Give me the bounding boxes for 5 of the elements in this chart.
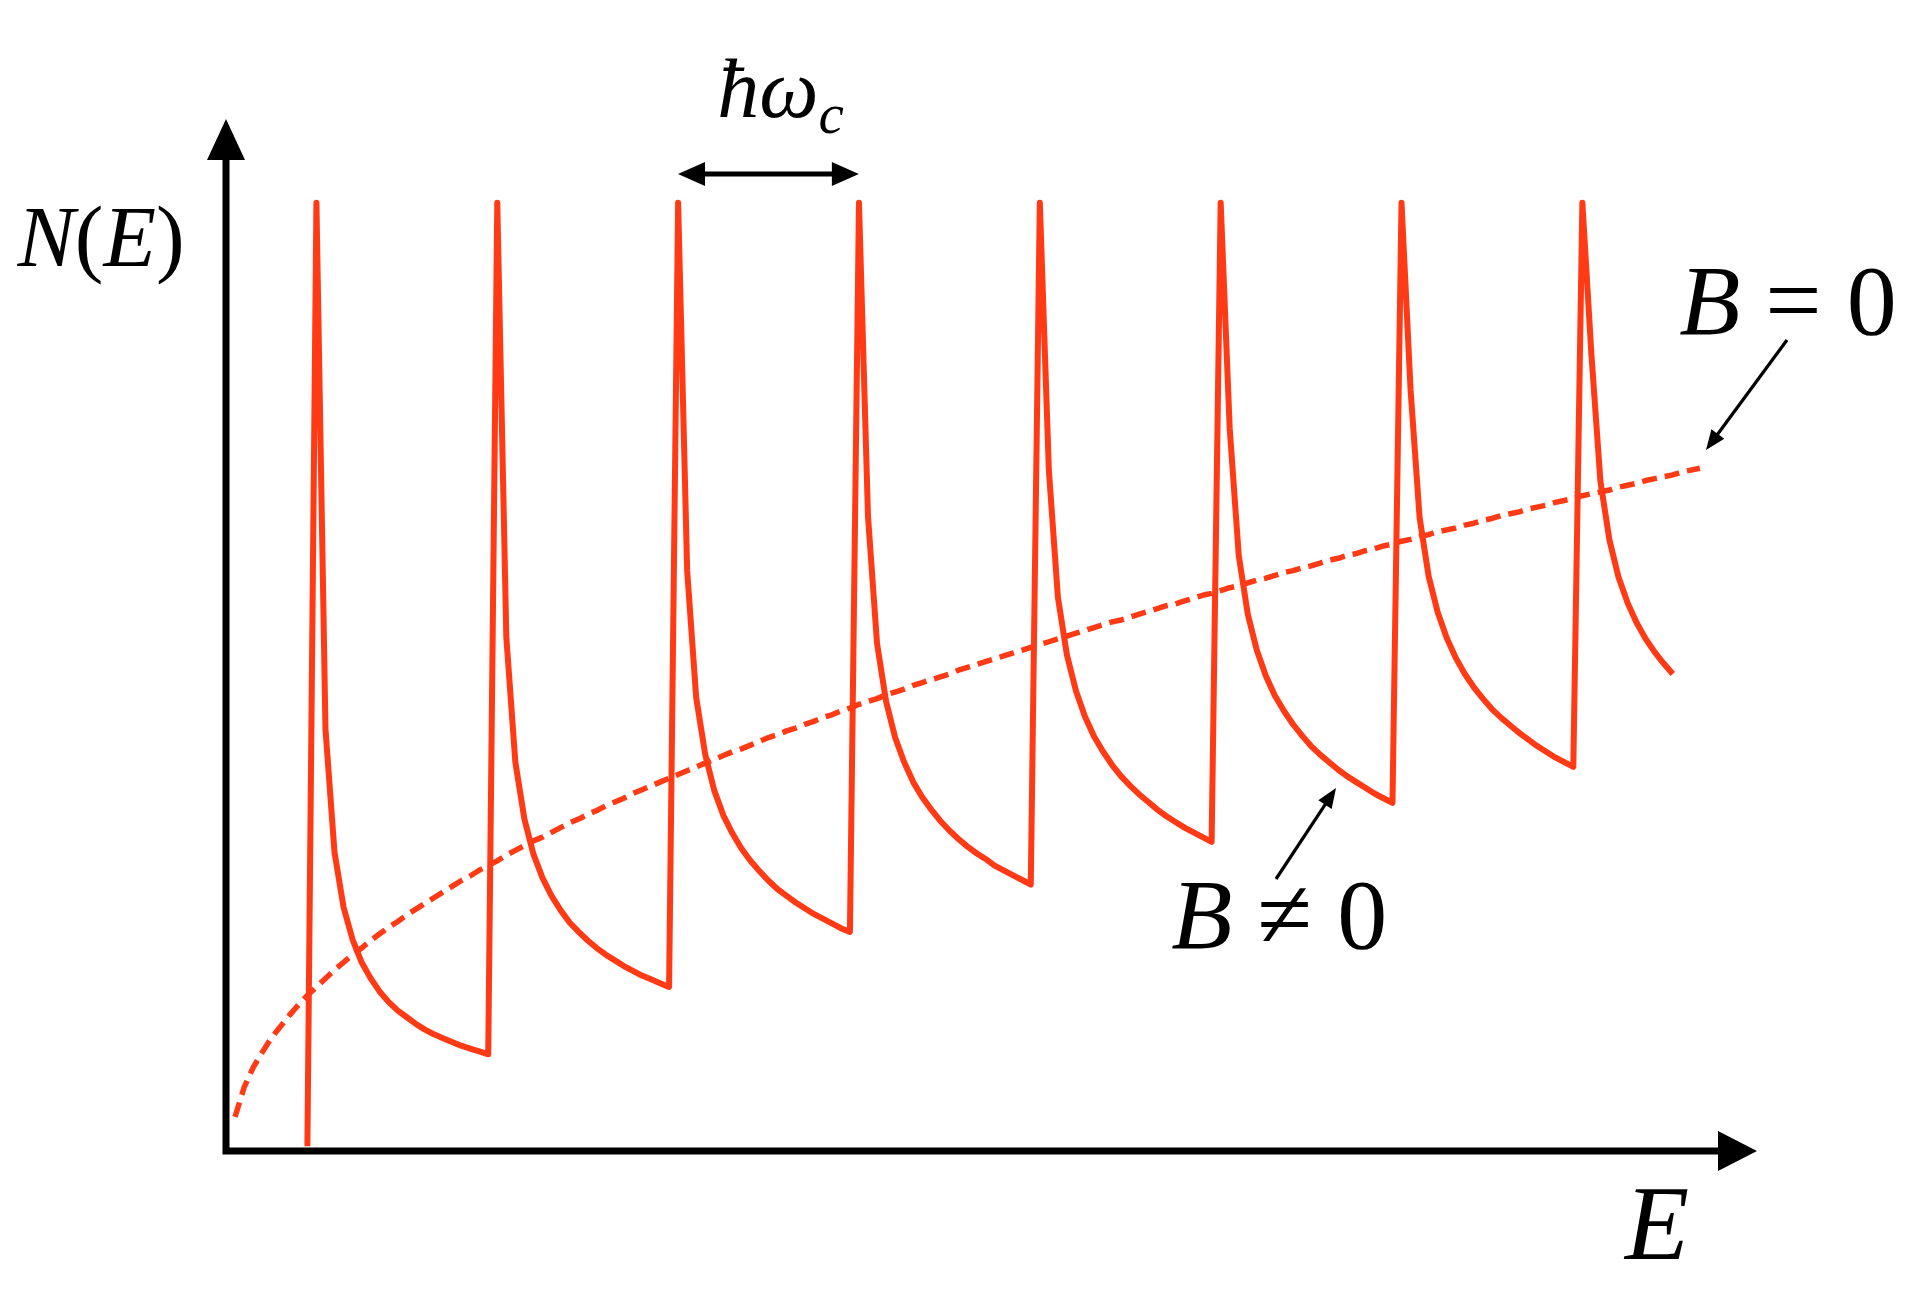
y-axis-title: N(E) — [17, 189, 185, 285]
x-axis-title: E — [1624, 1164, 1690, 1282]
series-label: B ≠ 0 — [1171, 858, 1388, 970]
series-label: B = 0 — [1679, 245, 1897, 357]
text: ħω$_{c}$ — [717, 42, 844, 145]
